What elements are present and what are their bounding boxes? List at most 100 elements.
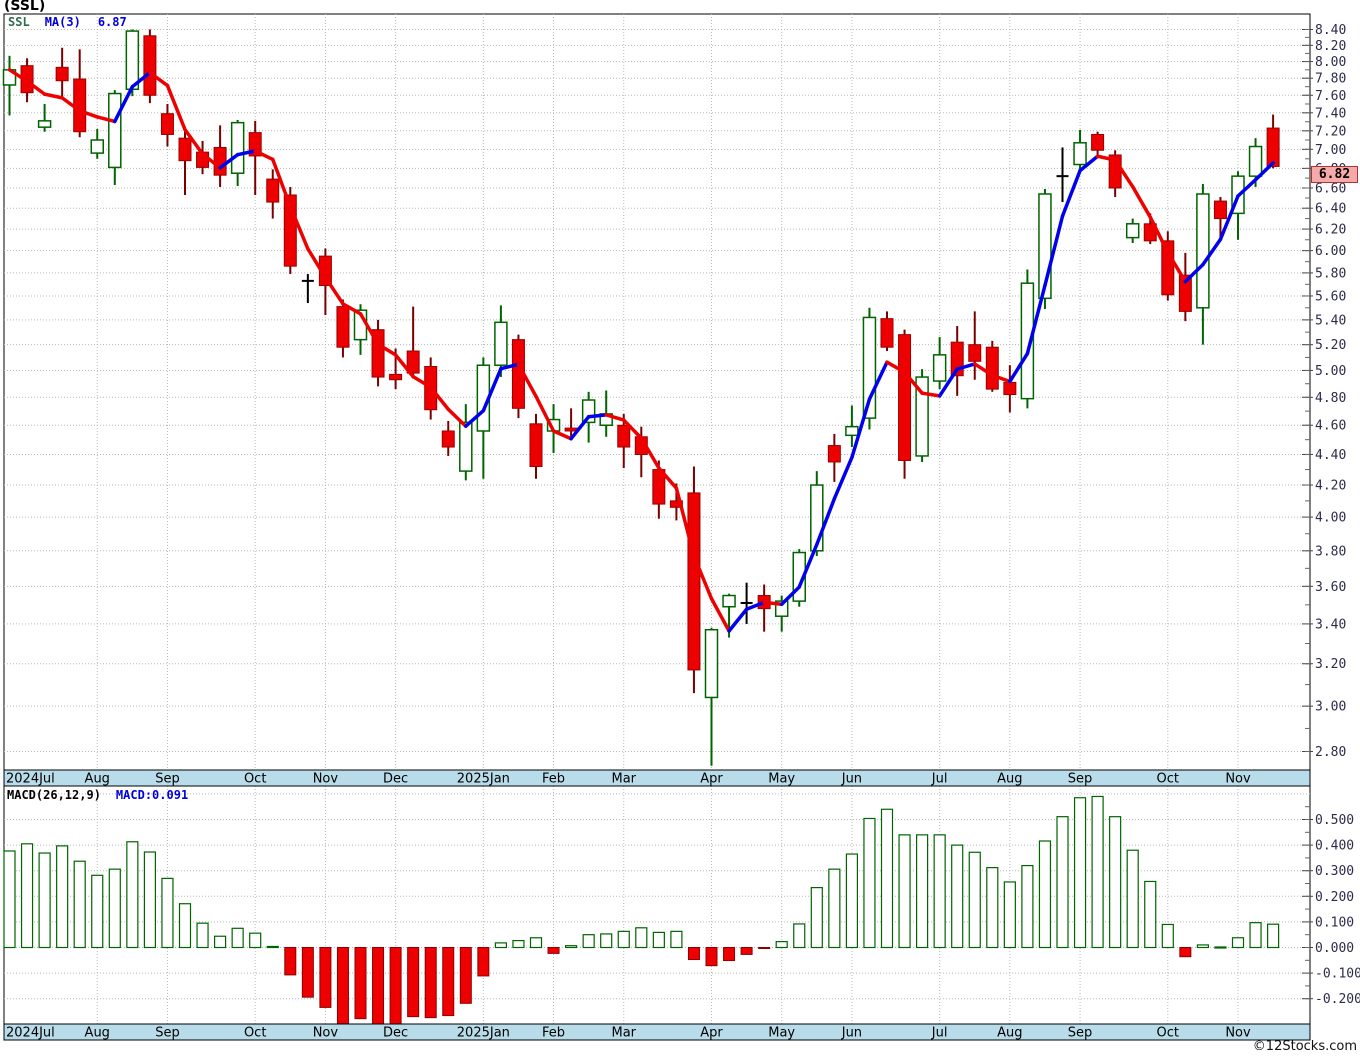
ma-line-segment [464,408,486,428]
ma-line-segment [639,436,661,470]
macd-bar-positive [1196,944,1210,949]
ma-line-segment [815,496,837,547]
macd-bar-negative [1179,947,1192,958]
month-label: Sep [155,1026,180,1041]
macd-bar-positive [1214,946,1227,949]
month-label: Jun [841,1026,862,1041]
month-label: Aug [85,1026,110,1041]
macd-bar-positive [793,923,806,949]
candle-body-down [266,178,280,203]
ma-line-segment [95,115,117,124]
month-label: Nov [1225,1026,1251,1041]
ma-line-segment [200,152,222,170]
candle-body-up [722,594,736,608]
ma-line-segment [288,204,310,251]
macd-bar-positive [652,931,665,949]
macd-bar-negative [705,947,718,967]
ma-line-segment [604,413,626,422]
candle-body-down [160,113,174,135]
macd-bar-negative [459,947,472,1004]
month-label: Dec [383,772,408,787]
macd-bar-positive [512,939,525,949]
candle-body-down [406,350,420,374]
candle-body-up [494,321,508,366]
page-title: (SSL) [4,0,46,14]
macd-tick-label: 0.400 [1315,839,1354,854]
ma-line-segment [692,554,714,601]
candle-body-up [845,425,859,437]
macd-bar-positive [249,932,262,949]
candle-body-up [932,354,947,382]
ma-line-segment [235,149,257,157]
ma-line-segment [253,149,275,162]
price-tick-label: 4.00 [1315,511,1346,526]
macd-bar-positive [951,844,964,949]
candle-body-down [143,35,157,96]
candle-body-up [1020,282,1035,400]
candle-body-up [37,120,52,128]
price-badge: 6.82 [1311,166,1358,184]
month-label: Jul [931,772,948,787]
macd-bar-positive [1056,816,1069,949]
ma-line-segment [77,108,99,119]
macd-bar-negative [477,947,490,977]
ma-line-segment [1130,184,1152,219]
price-tick-label: 3.00 [1315,700,1346,715]
candle-body-down [880,318,894,348]
macd-bar-positive [828,868,841,949]
price-tick-label: 6.20 [1315,223,1346,238]
candle-body-up [1125,223,1140,239]
macd-bar-positive [266,945,279,949]
candle-body-down [336,306,350,348]
ma-line-segment [42,92,64,100]
price-tick-label: 5.00 [1315,364,1346,379]
ma-line-segment [1113,158,1135,189]
ma-line-segment [779,585,801,606]
ma-line-segment [1095,154,1117,162]
macd-bar-positive [1231,937,1245,949]
candle-body-up [1248,145,1263,177]
candle-body-down [985,346,999,390]
macd-bar-positive [56,845,69,949]
macd-bar-positive [1266,923,1280,949]
ma-line-segment [920,391,942,398]
ma-line-segment [727,607,749,633]
price-tick-label: 5.80 [1315,266,1346,281]
candle-body-up [108,92,122,169]
candle-body-down [73,78,87,133]
macd-tick-label: 0.300 [1315,864,1354,879]
macd-bar-positive [1003,881,1016,949]
month-label: Aug [997,772,1022,787]
macd-bar-negative [301,947,314,998]
macd-bar-positive [196,922,209,949]
price-tick-label: 5.60 [1315,289,1346,304]
macd-bar-positive [3,850,16,949]
ma-line-segment [1060,168,1082,218]
ma-line-segment [1253,161,1275,182]
month-label: Oct [244,1026,266,1041]
ma-line-segment [218,152,240,170]
candle-body-down [687,492,701,671]
month-label: 2025Jan [457,1026,510,1041]
ma-line-segment [1078,154,1100,173]
macd-bar-negative [336,947,349,1025]
macd-bar-positive [968,851,981,949]
ma-line-segment [744,600,766,611]
macd-bar-negative [319,947,332,1008]
ma-line-segment [271,157,293,209]
candle-body-down [213,146,227,176]
month-label: Aug [85,772,110,787]
price-tick-label: 3.80 [1315,544,1346,559]
price-tick-label: 7.60 [1315,89,1346,104]
candle-body-down [968,344,982,362]
ma-line-segment [1166,250,1188,284]
ma-line-segment [428,385,450,411]
macd-bar-negative [389,947,402,1027]
price-tick-label: 5.40 [1315,313,1346,328]
candle-body-up [1196,193,1210,309]
ma-line-segment [1043,214,1065,288]
month-label: Feb [542,772,565,787]
month-label: Apr [700,772,723,787]
candle-body-up [915,376,929,457]
